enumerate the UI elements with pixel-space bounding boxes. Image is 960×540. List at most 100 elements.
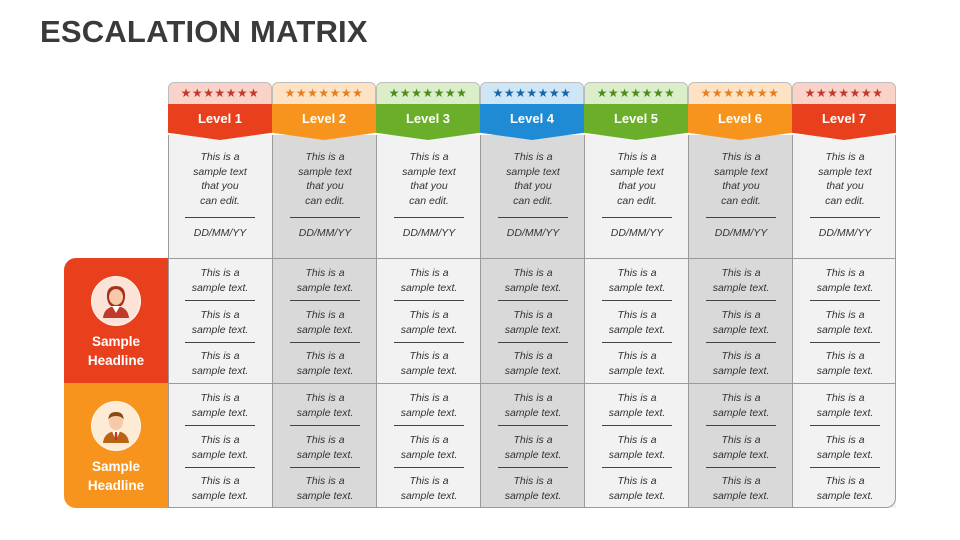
divider-line [498, 425, 568, 426]
cell-text-line: This is a [305, 392, 345, 404]
date-text: DD/MM/YY [818, 227, 872, 239]
cell-text-line: This is a [513, 475, 553, 487]
description-text-line: sample text [298, 165, 352, 178]
cell-text-line: sample text. [400, 282, 458, 294]
cell-text-line: This is a [721, 350, 761, 362]
cell-text-line: sample text. [504, 448, 562, 461]
cell-text-line: sample text. [504, 365, 562, 377]
cell-text-line: This is a [409, 350, 449, 362]
cell-text-line: This is a [305, 308, 345, 321]
description-text-line: This is a [409, 151, 449, 163]
level-column-5: This is a sample text that you can edit. DD/… [584, 82, 688, 508]
level-1-description-cell: This is a sample text that you can edit. DD/… [168, 135, 272, 258]
description-text-line: This is a [305, 151, 345, 163]
description-text-line: sample text [402, 165, 456, 178]
level-4-row-2-cell: This is a sample text. This is a sample tex… [480, 383, 584, 508]
cell-text-line: sample text. [712, 407, 770, 419]
divider-line [602, 217, 672, 218]
description-text-line: can edit. [825, 194, 865, 207]
cell-text-line: sample text. [816, 323, 874, 336]
level-4-label: Level 4 [480, 104, 584, 140]
level-column-3: This is a sample text that you can edit. DD/… [376, 82, 480, 508]
level-7-row-1-cell: This is a sample text. This is a sample tex… [792, 258, 896, 383]
date-text: DD/MM/YY [506, 227, 560, 239]
cell-text-line: This is a [409, 433, 449, 446]
cell-text-line: This is a [305, 433, 345, 446]
cell-text-line: This is a [617, 267, 657, 279]
description-text-line: that you [306, 180, 344, 192]
cell-text-line: sample text. [191, 490, 249, 502]
divider-line [706, 300, 776, 301]
level-2-row-2-cell: This is a sample text. This is a sample tex… [272, 383, 376, 508]
divider-line [290, 425, 360, 426]
cell-text-line: This is a [409, 392, 449, 404]
rating-stars-icon: ★★★★★★★ [272, 82, 376, 104]
description-text-line: sample text [506, 165, 560, 178]
divider-line [706, 341, 776, 343]
description-text-line: This is a [200, 151, 240, 163]
cell-text-line: sample text. [296, 448, 354, 461]
divider-line [498, 300, 568, 301]
divider-line [290, 300, 360, 301]
cell-text-line: This is a [513, 392, 553, 404]
divider-line [290, 217, 360, 218]
cell-text-line: sample text. [296, 407, 354, 419]
divider-line [810, 466, 880, 468]
description-text-line: that you [410, 180, 448, 192]
level-column-1: This is a sample text that you can edit. DD/… [168, 82, 272, 508]
row-header-2: Sample Headline [64, 383, 168, 508]
level-7-description-cell: This is a sample text that you can edit. DD/… [792, 135, 896, 258]
divider-line [810, 341, 880, 343]
cell-text-line: This is a [200, 475, 240, 487]
description-text-line: sample text [714, 165, 768, 178]
cell-text-line: This is a [617, 308, 657, 321]
divider-line [498, 217, 568, 218]
level-5-description-cell: This is a sample text that you can edit. DD/… [584, 135, 688, 258]
matrix-frame [168, 135, 896, 508]
description-text-line: can edit. [513, 194, 553, 207]
divider-line [394, 425, 464, 426]
cell-text-line: This is a [305, 267, 345, 279]
row-header-1-line2: Headline [87, 353, 145, 368]
cell-text-line: sample text. [400, 365, 458, 377]
divider-line [602, 425, 672, 426]
divider-line [394, 466, 464, 468]
cell-text-line: This is a [305, 350, 345, 362]
cell-text-line: This is a [409, 267, 449, 279]
cell-text-line: This is a [409, 308, 449, 321]
divider-line [810, 217, 880, 218]
description-text-line: can edit. [617, 194, 657, 207]
rating-stars-icon: ★★★★★★★ [792, 82, 896, 104]
cell-text-line: sample text. [504, 282, 562, 294]
level-column-6: This is a sample text that you can edit. DD/… [688, 82, 792, 508]
cell-text-line: This is a [721, 433, 761, 446]
date-text: DD/MM/YY [402, 227, 456, 239]
description-text-line: This is a [721, 151, 761, 163]
description-text-line: can edit. [409, 194, 449, 207]
date-text: DD/MM/YY [714, 227, 768, 239]
description-text-line: This is a [617, 151, 657, 163]
divider-line [185, 341, 255, 343]
row-header-1-line1: Sample [91, 334, 141, 349]
description-text-line: sample text [818, 165, 872, 178]
cell-text-line: This is a [513, 267, 553, 279]
cell-text-line: sample text. [191, 323, 249, 336]
divider-line [394, 300, 464, 301]
level-column-2: This is a sample text that you can edit. DD/… [272, 82, 376, 508]
cell-text-line: sample text. [816, 407, 874, 419]
cell-text-line: sample text. [712, 282, 770, 294]
cell-text-line: This is a [513, 350, 553, 362]
date-text: DD/MM/YY [193, 227, 247, 239]
level-2-label: Level 2 [272, 104, 376, 140]
level-column-4: This is a sample text that you can edit. DD/… [480, 82, 584, 508]
level-3-description-cell: This is a sample text that you can edit. DD/… [376, 135, 480, 258]
description-text-line: sample text [610, 165, 664, 178]
rating-stars-icon: ★★★★★★★ [480, 82, 584, 104]
divider-line [706, 425, 776, 426]
level-2-description-cell: This is a sample text that you can edit. DD/… [272, 135, 376, 258]
cell-text-line: This is a [721, 308, 761, 321]
divider-line [185, 217, 255, 218]
cell-text-line: sample text. [400, 448, 458, 461]
cell-text-line: sample text. [191, 448, 249, 461]
level-4-description-cell: This is a sample text that you can edit. DD/… [480, 135, 584, 258]
